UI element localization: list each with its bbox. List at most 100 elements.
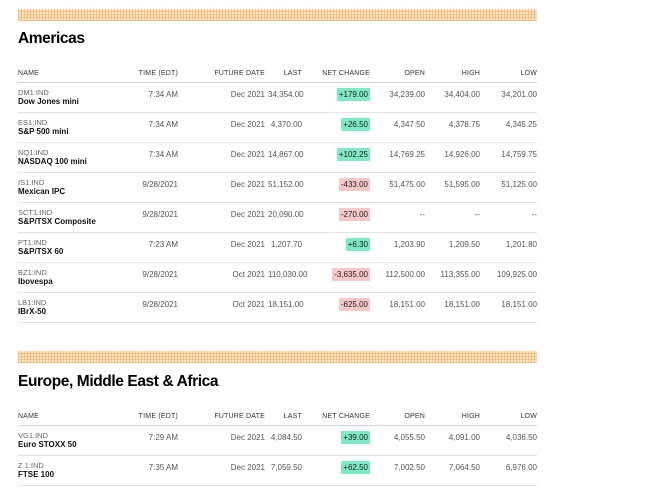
instrument-cell[interactable]: VG1:IND Euro STOXX 50 [18, 431, 77, 450]
instrument-cell[interactable]: DM1:IND Dow Jones mini [18, 88, 79, 107]
header-name: NAME [18, 70, 40, 77]
cell-time: 9/28/2021 [142, 180, 178, 189]
header-low: LOW [520, 70, 537, 77]
cell-open: 112,500.00 [385, 270, 425, 279]
cell-high: 7,064.50 [448, 463, 480, 472]
instrument-name[interactable]: S&P/TSX 60 [18, 247, 64, 256]
instrument-name[interactable]: NASDAQ 100 mini [18, 157, 87, 166]
instrument-cell[interactable]: SCT1:IND S&P/TSX Composite [18, 208, 96, 227]
net-change-negative: -433.00 [338, 178, 370, 191]
instrument-name[interactable]: S&P/TSX Composite [18, 217, 96, 226]
table-row[interactable]: BZ1:IND Ibovespa 9/28/2021 Oct 2021 110,030.… [18, 263, 537, 293]
header-name: NAME [18, 413, 40, 420]
cell-time: 7:29 AM [148, 433, 178, 442]
cell-open: 34,239.00 [389, 90, 425, 99]
ticker-symbol[interactable]: PT1:IND [18, 238, 47, 247]
header-time: TIME (EDT) [138, 70, 178, 77]
table-row[interactable]: ES1:IND S&P 500 mini 7:34 AM Dec 2021 4,370.… [18, 113, 537, 143]
americas-table: NAME TIME (EDT) FUTURE DATE LAST NET CHANGE O… [18, 67, 537, 323]
cell-time: 9/28/2021 [142, 210, 178, 219]
cell-future-date: Dec 2021 [230, 240, 265, 249]
cell-last: 110,030.00 [268, 270, 308, 279]
cell-high: -- [474, 210, 480, 219]
cell-open: 7,002.50 [393, 463, 425, 472]
cell-open: 4,055.50 [393, 433, 425, 442]
header-high: HIGH [461, 70, 480, 77]
header-high: HIGH [461, 413, 480, 420]
net-change-positive: +62.50 [341, 461, 370, 474]
cell-last: 7,059.50 [270, 463, 302, 472]
ticker-symbol[interactable]: VG1:IND [18, 431, 49, 440]
cell-last: 18,151.00 [268, 300, 304, 309]
cell-last: 4,370.00 [270, 120, 302, 129]
table-row[interactable]: LB1:IND IBrX-50 9/28/2021 Oct 2021 18,151.00… [18, 293, 537, 323]
cell-future-date: Oct 2021 [232, 270, 265, 279]
cell-time: 7:34 AM [148, 150, 178, 159]
header-future-date: FUTURE DATE [214, 413, 265, 420]
ticker-symbol[interactable]: NQ1:IND [18, 148, 49, 157]
ticker-symbol[interactable]: SCT1:IND [18, 208, 53, 217]
instrument-cell[interactable]: PT1:IND S&P/TSX 60 [18, 238, 63, 257]
cell-low: 6,976.00 [505, 463, 537, 472]
header-time: TIME (EDT) [138, 413, 178, 420]
cell-high: 14,926.00 [444, 150, 480, 159]
ticker-symbol[interactable]: Z 1:IND [18, 461, 44, 470]
instrument-cell[interactable]: BZ1:IND Ibovespa [18, 268, 53, 287]
instrument-name[interactable]: Mexican IPC [18, 187, 66, 196]
table-row[interactable]: SCT1:IND S&P/TSX Composite 9/28/2021 Dec 20… [18, 203, 537, 233]
table-row[interactable]: DM1:IND Dow Jones mini 7:34 AM Dec 2021 34,3… [18, 83, 537, 113]
cell-high: 4,091.00 [448, 433, 480, 442]
cell-last: 20,090.00 [268, 210, 304, 219]
cell-future-date: Dec 2021 [230, 120, 265, 129]
header-open: OPEN [404, 70, 425, 77]
net-change-positive: +39.00 [341, 431, 370, 444]
header-net-change: NET CHANGE [322, 70, 370, 77]
instrument-name[interactable]: Dow Jones mini [18, 97, 79, 106]
cell-last: 1,207.70 [270, 240, 302, 249]
cell-high: 51,595.00 [444, 180, 480, 189]
cell-time: 9/28/2021 [142, 300, 178, 309]
instrument-name[interactable]: Euro STOXX 50 [18, 440, 77, 449]
instrument-name[interactable]: S&P 500 mini [18, 127, 69, 136]
section-title-emea: Europe, Middle East & Africa [18, 373, 219, 390]
ticker-symbol[interactable]: BZ1:IND [18, 268, 47, 277]
cell-open: 14,769.25 [389, 150, 425, 159]
cell-low: 14,759.75 [501, 150, 537, 159]
cell-high: 34,404.00 [444, 90, 480, 99]
instrument-cell[interactable]: LB1:IND IBrX-50 [18, 298, 46, 317]
cell-high: 1,209.50 [448, 240, 480, 249]
cell-future-date: Dec 2021 [230, 210, 265, 219]
ticker-symbol[interactable]: IS1:IND [18, 178, 45, 187]
cell-low: -- [531, 210, 537, 219]
section-divider-band [18, 9, 537, 21]
instrument-cell[interactable]: ES1:IND S&P 500 mini [18, 118, 69, 137]
ticker-symbol[interactable]: LB1:IND [18, 298, 47, 307]
instrument-cell[interactable]: NQ1:IND NASDAQ 100 mini [18, 148, 87, 167]
cell-time: 7:35 AM [148, 463, 178, 472]
cell-last: 14,867.00 [268, 150, 304, 159]
instrument-name[interactable]: FTSE 100 [18, 470, 55, 479]
net-change-negative: -3,635.00 [332, 268, 370, 281]
cell-open: 18,151.00 [389, 300, 425, 309]
header-last: LAST [283, 70, 302, 77]
instrument-name[interactable]: IBrX-50 [18, 307, 47, 316]
table-row[interactable]: VG1:IND Euro STOXX 50 7:29 AM Dec 2021 4,084… [18, 426, 537, 456]
instrument-name[interactable]: Ibovespa [18, 277, 53, 286]
table-row[interactable]: Z 1:IND FTSE 100 7:35 AM Dec 2021 7,059.50 +6… [18, 456, 537, 486]
net-change-negative: -270.00 [338, 208, 370, 221]
cell-low: 4,345.25 [505, 120, 537, 129]
header-open: OPEN [404, 413, 425, 420]
table-row[interactable]: NQ1:IND NASDAQ 100 mini 7:34 AM Dec 2021 14,… [18, 143, 537, 173]
cell-future-date: Dec 2021 [230, 150, 265, 159]
instrument-cell[interactable]: IS1:IND Mexican IPC [18, 178, 65, 197]
table-row[interactable]: IS1:IND Mexican IPC 9/28/2021 Dec 2021 51,15… [18, 173, 537, 203]
cell-low: 34,201.00 [501, 90, 537, 99]
ticker-symbol[interactable]: DM1:IND [18, 88, 49, 97]
emea-table: NAME TIME (EDT) FUTURE DATE LAST NET CHANGE O… [18, 410, 537, 486]
ticker-symbol[interactable]: ES1:IND [18, 118, 48, 127]
net-change-positive: +102.25 [336, 148, 370, 161]
cell-future-date: Dec 2021 [230, 90, 265, 99]
instrument-cell[interactable]: Z 1:IND FTSE 100 [18, 461, 54, 480]
cell-time: 7:34 AM [148, 90, 178, 99]
table-row[interactable]: PT1:IND S&P/TSX 60 7:23 AM Dec 2021 1,207.70… [18, 233, 537, 263]
